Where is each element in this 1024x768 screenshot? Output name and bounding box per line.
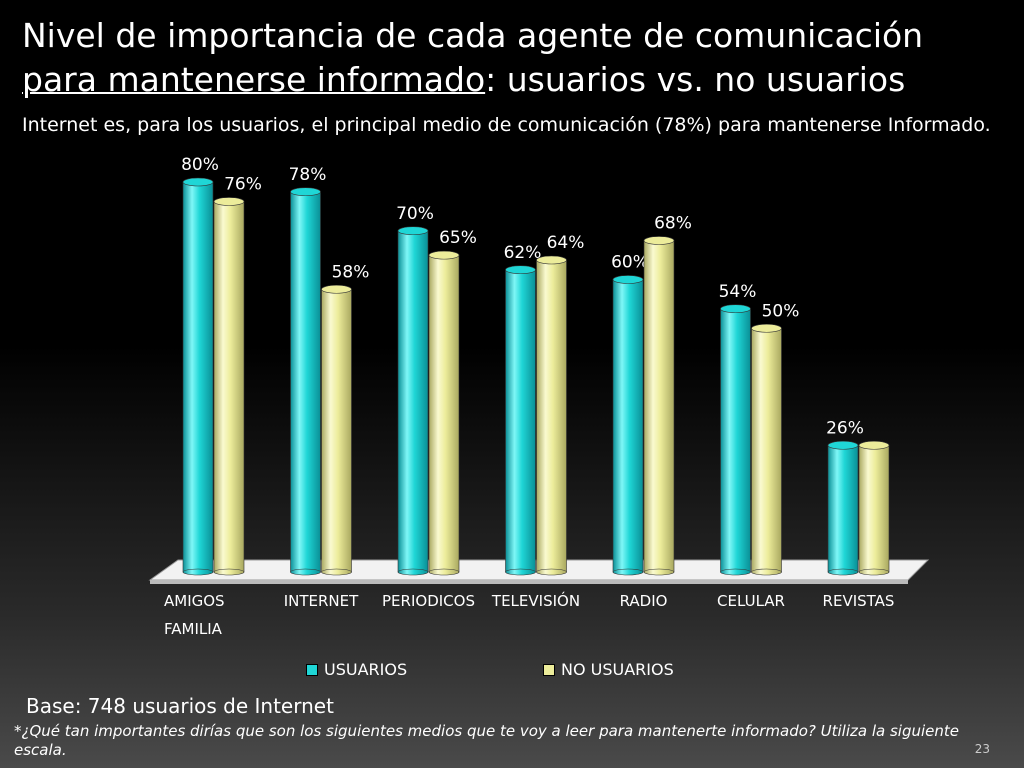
bar-usuarios-celular-bottom: [720, 568, 751, 576]
bar-usuarios-amigos-familia-bottom: [182, 568, 214, 576]
bar-usuarios-revistas-body: [827, 444, 859, 573]
bar-usuarios-radio-top: [612, 275, 644, 284]
bar-usuarios-periodicos-top: [397, 226, 429, 236]
bar-no-usuarios-celular-top: [751, 323, 782, 333]
bar-no-usuarios-revistas-bottom: [858, 568, 890, 576]
page-number: 23: [974, 742, 990, 756]
bar-usuarios-revistas-top: [827, 440, 859, 450]
title-rest: : usuarios vs. no usuarios: [485, 60, 906, 99]
x-tick-internet: INTERNET: [284, 592, 359, 610]
bar-no-usuarios-television-body: [536, 259, 567, 573]
chart-legend: USUARIOS NO USUARIOS: [0, 660, 1024, 684]
data-label-usuarios-internet: 78%: [289, 165, 327, 185]
footnote: *¿Qué tan importantes dirías que son los…: [14, 722, 959, 759]
slide-title: Nivel de importancia de cada agente de c…: [22, 14, 1012, 102]
data-label-no-usuarios-periodicos: 65%: [439, 228, 477, 248]
bar-no-usuarios-celular-body: [751, 327, 782, 573]
title-line1: Nivel de importancia de cada agente de c…: [22, 16, 924, 55]
bar-no-usuarios-amigos-familia: [213, 197, 245, 576]
bar-no-usuarios-internet-top: [321, 284, 352, 294]
data-label-no-usuarios-television: 64%: [547, 233, 585, 253]
bar-usuarios-celular: [720, 304, 751, 576]
bar-no-usuarios-revistas-top: [858, 440, 890, 450]
bar-usuarios-celular-top: [720, 304, 751, 314]
legend-swatch-no-usuarios: [543, 663, 555, 676]
bar-no-usuarios-amigos-familia-body: [213, 201, 245, 573]
title-underlined: para mantenerse informado: [22, 60, 486, 99]
bar-no-usuarios-periodicos-body: [428, 254, 460, 573]
bar-usuarios-radio-bottom: [612, 568, 644, 576]
bar-no-usuarios-revistas: [858, 440, 890, 576]
bar-no-usuarios-revistas-body: [858, 444, 890, 573]
bar-usuarios-internet: [290, 187, 321, 576]
bar-usuarios-revistas-bottom: [827, 568, 859, 576]
bar-usuarios-internet-body: [290, 191, 321, 573]
bar-no-usuarios-radio-bottom: [643, 568, 675, 576]
slide-subtitle: Internet es, para los usuarios, el princ…: [22, 114, 991, 136]
bar-chart: 80%76% AMIGOS FAMILIA 78% 58% INTERNET 70%65% P…: [148, 155, 930, 638]
bar-usuarios-radio-body: [612, 279, 644, 573]
x-tick-radio: RADIO: [620, 592, 668, 610]
bar-usuarios-revistas: [827, 440, 859, 576]
data-label-usuarios-revistas: 26%: [826, 418, 864, 438]
legend-item-no-usuarios: NO USUARIOS: [543, 660, 674, 679]
data-label-usuarios-celular: 54%: [719, 282, 757, 302]
base-note: Base: 748 usuarios de Internet: [26, 694, 334, 718]
x-tick-amigos-familia: AMIGOS FAMILIA: [164, 592, 225, 638]
bar-no-usuarios-television-top: [536, 255, 567, 265]
bar-usuarios-television-body: [505, 269, 536, 573]
bar-usuarios-television-top: [505, 265, 536, 275]
legend-item-usuarios: USUARIOS: [306, 660, 407, 679]
data-label-no-usuarios-internet: 58%: [332, 262, 370, 282]
x-tick-celular: CELULAR: [717, 592, 785, 610]
bar-usuarios-internet-bottom: [290, 568, 321, 576]
bar-no-usuarios-radio-body: [643, 240, 675, 573]
bar-no-usuarios-celular-bottom: [751, 568, 782, 576]
legend-label-no-usuarios: NO USUARIOS: [561, 660, 674, 679]
data-label-no-usuarios-amigos-familia: 76%: [224, 175, 262, 195]
bar-no-usuarios-internet-bottom: [321, 568, 352, 576]
bar-no-usuarios-television: [536, 255, 567, 576]
bar-no-usuarios-periodicos-bottom: [428, 568, 460, 576]
data-label-usuarios-radio: 60%: [611, 253, 649, 273]
data-label-no-usuarios-radio: 68%: [654, 214, 692, 234]
bar-usuarios-television: [505, 265, 536, 576]
data-label-no-usuarios-celular: 50%: [762, 301, 800, 321]
bar-usuarios-amigos-familia-top: [182, 177, 214, 187]
bar-no-usuarios-radio: [643, 236, 675, 576]
bar-usuarios-internet-top: [290, 187, 321, 197]
bar-usuarios-television-bottom: [505, 568, 536, 576]
bar-no-usuarios-internet-body: [321, 288, 352, 573]
legend-label-usuarios: USUARIOS: [324, 660, 408, 679]
bar-usuarios-periodicos-bottom: [397, 568, 429, 576]
data-label-usuarios-television: 62%: [504, 243, 542, 263]
bar-no-usuarios-celular: [751, 323, 782, 576]
bar-usuarios-periodicos: [397, 226, 429, 576]
bar-usuarios-celular-body: [720, 308, 751, 573]
legend-swatch-usuarios: [306, 663, 318, 676]
bar-usuarios-amigos-familia: [182, 177, 214, 576]
data-label-usuarios-amigos-familia: 80%: [181, 155, 219, 175]
bar-no-usuarios-radio-top: [643, 236, 675, 245]
chart-floor-edge: [150, 580, 908, 584]
bar-no-usuarios-periodicos-top: [428, 250, 460, 260]
bar-usuarios-radio: [612, 275, 644, 576]
bar-usuarios-amigos-familia-body: [182, 181, 214, 573]
x-tick-television: TELEVISIÓN: [491, 591, 580, 610]
bar-usuarios-periodicos-body: [397, 230, 429, 573]
x-tick-periodicos: PERIODICOS: [382, 592, 475, 610]
bar-no-usuarios-television-bottom: [536, 568, 567, 576]
bar-no-usuarios-amigos-familia-bottom: [213, 568, 245, 576]
x-tick-revistas: REVISTAS: [823, 592, 895, 610]
data-label-usuarios-periodicos: 70%: [396, 204, 434, 224]
bar-no-usuarios-amigos-familia-top: [213, 197, 245, 206]
bar-no-usuarios-internet: [321, 284, 352, 576]
bar-no-usuarios-periodicos: [428, 250, 460, 576]
